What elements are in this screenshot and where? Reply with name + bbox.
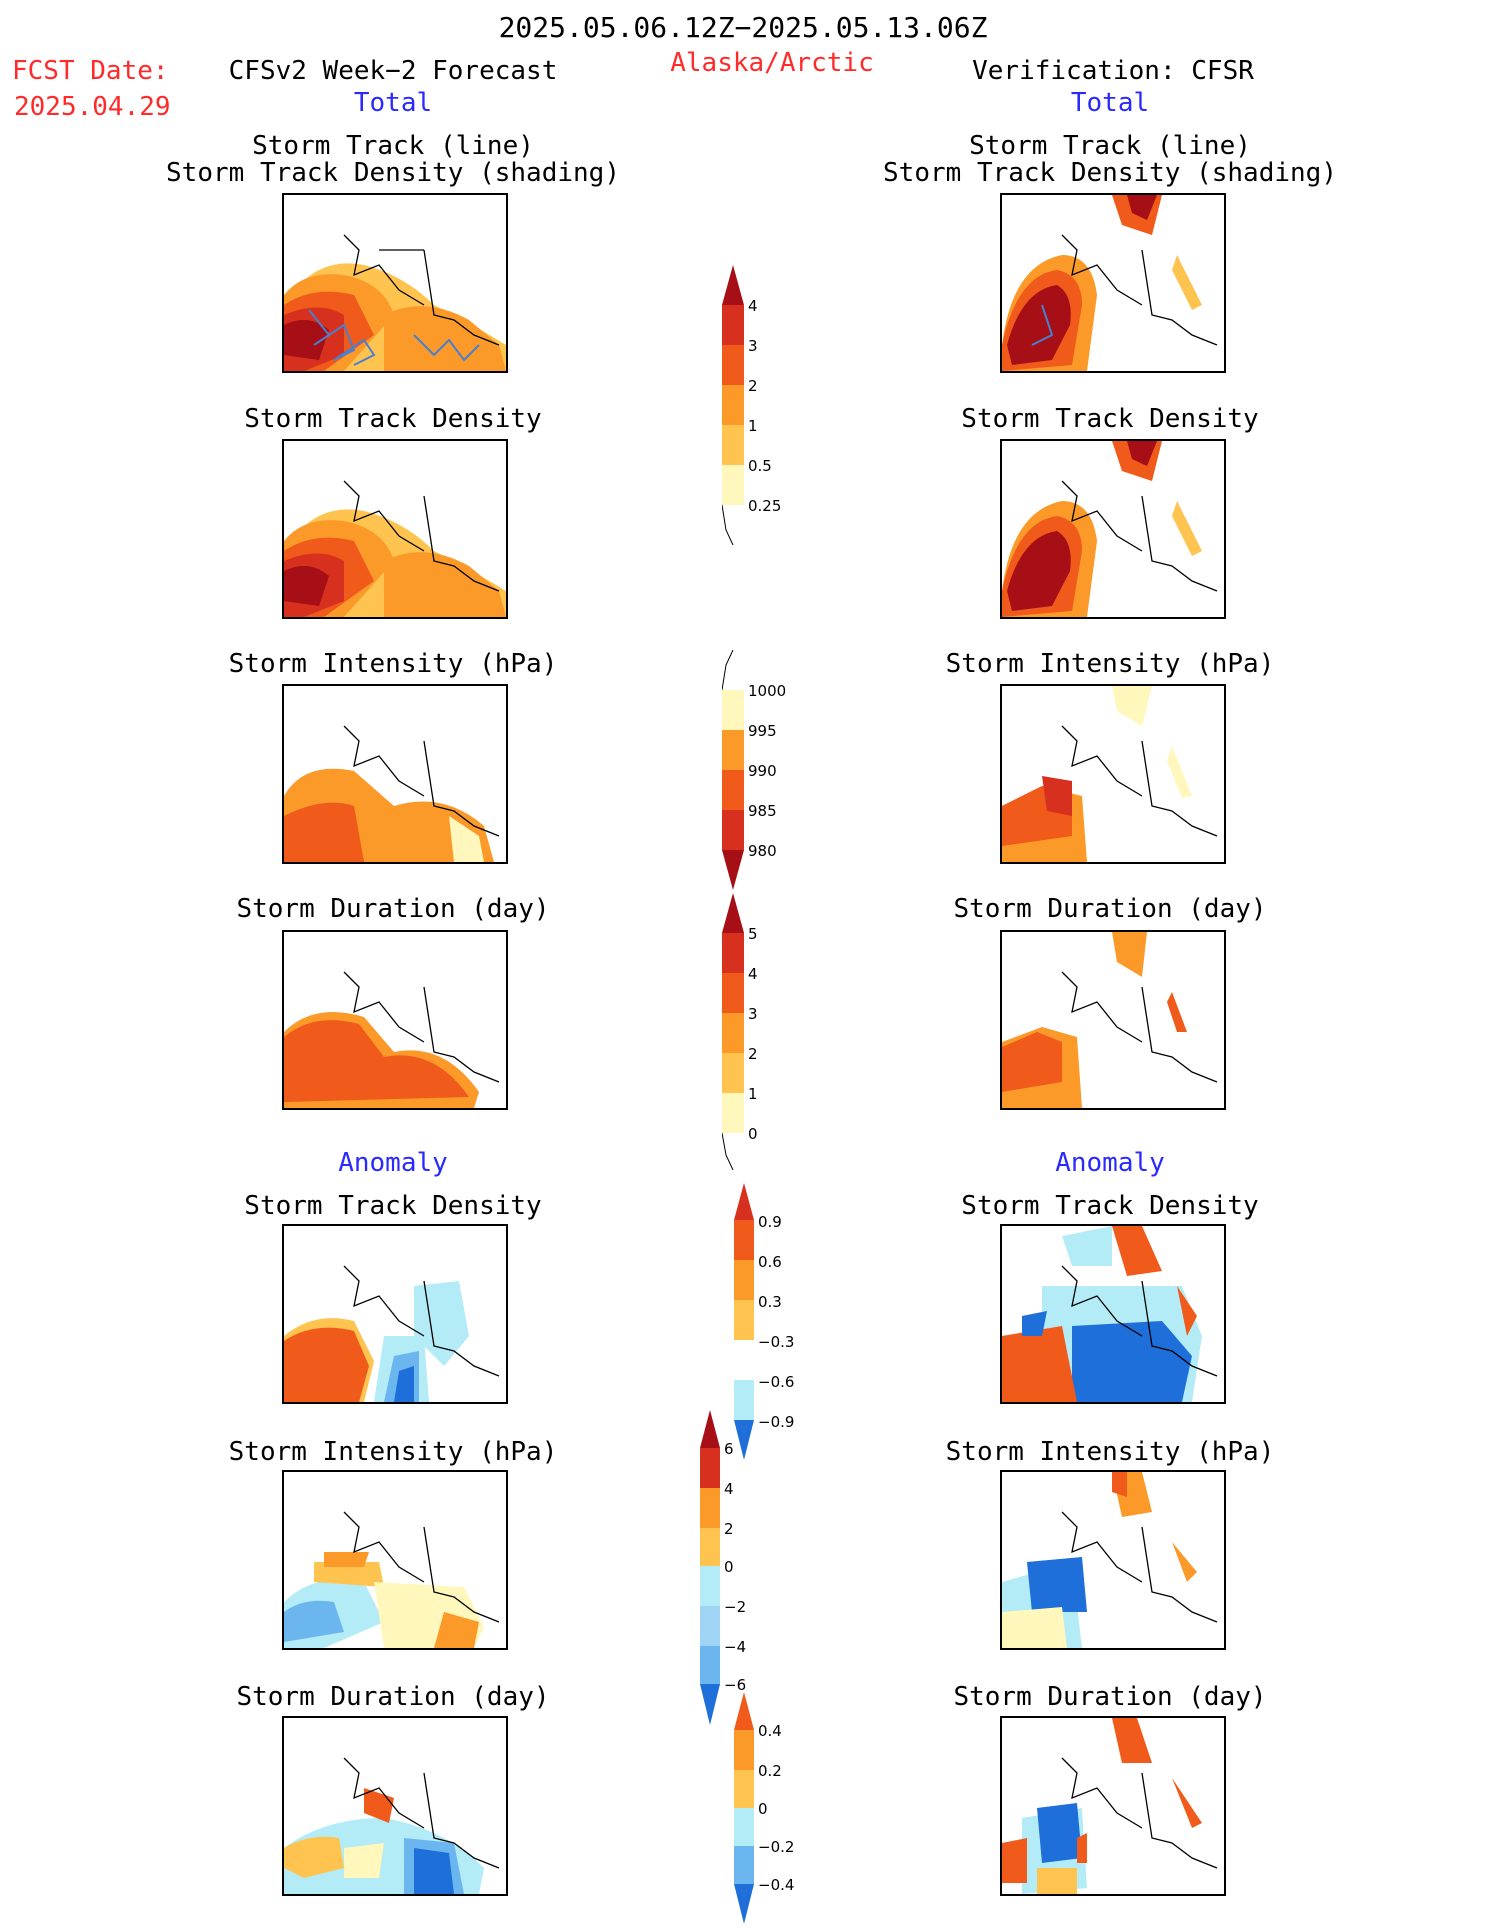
map-panel-verification-intensity-anomaly — [1000, 1470, 1226, 1650]
forecast-title: CFSv2 Week−2 Forecast — [228, 56, 558, 86]
colorbar-label: 1 — [748, 1085, 758, 1103]
colorbar-intensity-anomaly: 6 4 2 0 −2 −4 −6 — [700, 1410, 746, 1729]
colorbar-intensity-total: 1000 995 990 985 980 — [721, 649, 786, 894]
colorbar-label: 0.4 — [758, 1722, 782, 1740]
anomaly-label-left: Anomaly — [338, 1148, 448, 1178]
panel-title: Storm Track Density — [961, 1191, 1259, 1221]
colorbar-label: −0.9 — [758, 1413, 795, 1431]
colorbar-label: −2 — [724, 1598, 747, 1616]
panel-title: Storm Duration (day) — [953, 894, 1267, 924]
colorbar-label: 1000 — [748, 682, 787, 700]
colorbar-label: 0.3 — [758, 1293, 782, 1311]
panel-subtitle: Storm Track Density (shading) — [166, 158, 620, 188]
map-panel-verification-density — [1000, 439, 1226, 619]
panel-title: Storm Track (line) — [252, 131, 534, 161]
colorbar-label: 4 — [748, 297, 758, 315]
page-title: 2025.05.06.12Z−2025.05.13.06Z — [498, 11, 988, 44]
colorbar-label: 0.6 — [758, 1253, 782, 1271]
panel-title: Storm Intensity (hPa) — [228, 649, 558, 679]
panel-title: Storm Intensity (hPa) — [228, 1437, 558, 1467]
colorbar-label: 995 — [748, 722, 777, 740]
map-panel-forecast-intensity-anomaly — [282, 1470, 508, 1650]
panel-title: Storm Track Density — [244, 404, 542, 434]
map-panel-forecast-intensity — [282, 684, 508, 864]
panel-title: Storm Duration (day) — [236, 1682, 550, 1712]
anomaly-label-right: Anomaly — [1055, 1148, 1165, 1178]
panel-title: Storm Track Density — [244, 1191, 542, 1221]
colorbar-label: −0.2 — [758, 1838, 795, 1856]
colorbar-label: 0.25 — [748, 497, 782, 515]
colorbar-label: 2 — [748, 1045, 758, 1063]
colorbar-density-total: 4 3 2 1 0.5 0.25 — [721, 265, 781, 549]
colorbar-label: 0.5 — [748, 457, 772, 475]
colorbar-label: 0 — [748, 1125, 758, 1143]
colorbar-label: −0.6 — [758, 1373, 795, 1391]
fcst-date: 2025.04.29 — [14, 92, 171, 122]
colorbar-label: 4 — [724, 1480, 734, 1498]
colorbar-label: 0 — [758, 1800, 768, 1818]
map-panel-verification-intensity — [1000, 684, 1226, 864]
panel-title: Storm Duration (day) — [236, 894, 550, 924]
colorbar-label: 4 — [748, 965, 758, 983]
map-panel-verification-track — [1000, 193, 1226, 373]
colorbar-label: 6 — [724, 1440, 734, 1458]
colorbar-label: 2 — [748, 377, 758, 395]
panel-title: Storm Intensity (hPa) — [945, 1437, 1275, 1467]
panel-title: Storm Duration (day) — [953, 1682, 1267, 1712]
verification-title: Verification: CFSR — [972, 56, 1254, 86]
region-title: Alaska/Arctic — [670, 48, 874, 78]
colorbar-density-anomaly: 0.9 0.6 0.3 −0.3 −0.6 −0.9 — [734, 1183, 794, 1464]
colorbar-label: 3 — [748, 1005, 758, 1023]
colorbar-label: 0.9 — [758, 1213, 782, 1231]
map-panel-verification-duration — [1000, 930, 1226, 1110]
colorbar-label: 0.2 — [758, 1762, 782, 1780]
total-label-left: Total — [353, 88, 433, 118]
colorbar-label: −0.3 — [758, 1333, 795, 1351]
colorbar-label: 985 — [748, 802, 777, 820]
colorbar-label: −0.4 — [758, 1876, 795, 1894]
colorbar-label: 990 — [748, 762, 777, 780]
fcst-label: FCST Date: — [12, 56, 169, 86]
colorbar-label: 3 — [748, 337, 758, 355]
map-panel-forecast-density — [282, 439, 508, 619]
map-panel-forecast-duration — [282, 930, 508, 1110]
colorbar-duration-anomaly: 0.4 0.2 0 −0.2 −0.4 — [734, 1692, 794, 1928]
colorbar-label: 980 — [748, 842, 777, 860]
colorbar-label: 1 — [748, 417, 758, 435]
map-panel-forecast-track — [282, 193, 508, 373]
colorbar-label: −4 — [724, 1638, 747, 1656]
colorbar-label: 0 — [724, 1558, 734, 1576]
colorbar-label: −6 — [724, 1676, 747, 1694]
panel-subtitle: Storm Track Density (shading) — [883, 158, 1337, 188]
map-panel-verification-density-anomaly — [1000, 1224, 1226, 1404]
colorbar-label: 2 — [724, 1520, 734, 1538]
map-panel-forecast-duration-anomaly — [282, 1716, 508, 1896]
panel-title: Storm Intensity (hPa) — [945, 649, 1275, 679]
map-panel-forecast-density-anomaly — [282, 1224, 508, 1404]
panel-title: Storm Track Density — [961, 404, 1259, 434]
total-label-right: Total — [1070, 88, 1150, 118]
map-panel-verification-duration-anomaly — [1000, 1716, 1226, 1896]
colorbar-duration-total: 5 4 3 2 1 0 — [721, 893, 758, 1174]
colorbar-label: 5 — [748, 925, 758, 943]
panel-title: Storm Track (line) — [969, 131, 1251, 161]
